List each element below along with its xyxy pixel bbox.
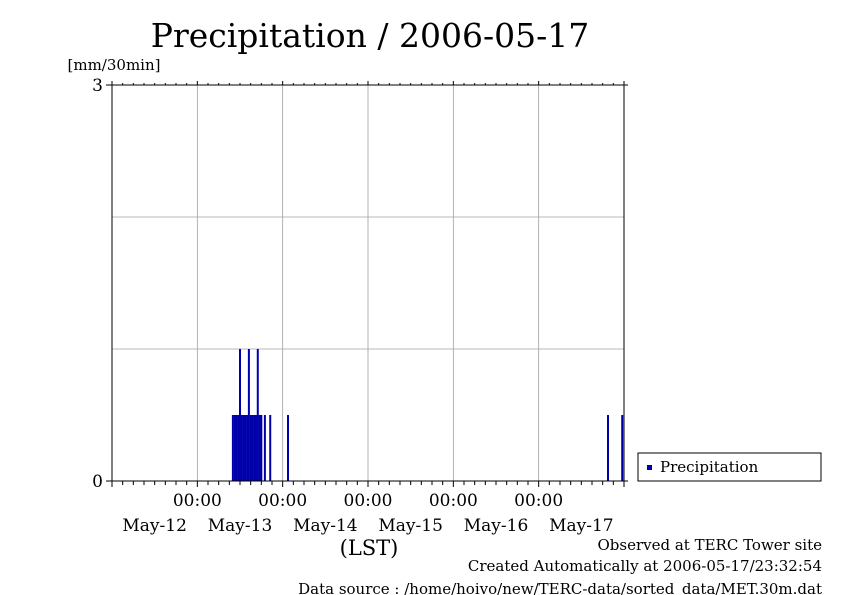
- x-time-label: 00:00: [429, 491, 478, 511]
- footer-data-source: Data source : /home/hoivo/new/TERC-data/…: [298, 580, 822, 595]
- legend-box: [637, 452, 822, 482]
- x-time-label: 00:00: [258, 491, 307, 511]
- x-date-label: May-15: [378, 516, 443, 536]
- x-time-label: 00:00: [344, 491, 393, 511]
- precipitation-bars: [231, 349, 624, 481]
- y-axis-ticks: 03: [92, 76, 628, 492]
- x-date-label: May-14: [293, 516, 358, 536]
- x-time-label: 00:00: [173, 491, 222, 511]
- legend: Precipitation: [637, 452, 822, 482]
- x-time-label: 00:00: [514, 491, 563, 511]
- x-date-label: May-13: [208, 516, 273, 536]
- x-date-label: May-12: [122, 516, 187, 536]
- grid-lines: [112, 85, 624, 481]
- chart-title: Precipitation / 2006-05-17: [151, 16, 589, 55]
- x-axis-ticks: 00:00 00:00 00:00 00:00 00:00 May-12 May-13 May…: [111, 81, 625, 536]
- y-tick-label: 3: [92, 76, 103, 96]
- footer-created: Created Automatically at 2006-05-17/23:3…: [468, 557, 822, 575]
- footer-observed: Observed at TERC Tower site: [597, 536, 822, 554]
- legend-label: Precipitation: [660, 458, 759, 476]
- x-date-label: May-16: [464, 516, 529, 536]
- y-tick-label: 0: [92, 472, 103, 492]
- y-axis-unit-label: [mm/30min]: [68, 56, 161, 74]
- legend-swatch: [647, 465, 652, 470]
- x-axis-label: (LST): [340, 536, 399, 560]
- x-date-label: May-17: [549, 516, 614, 536]
